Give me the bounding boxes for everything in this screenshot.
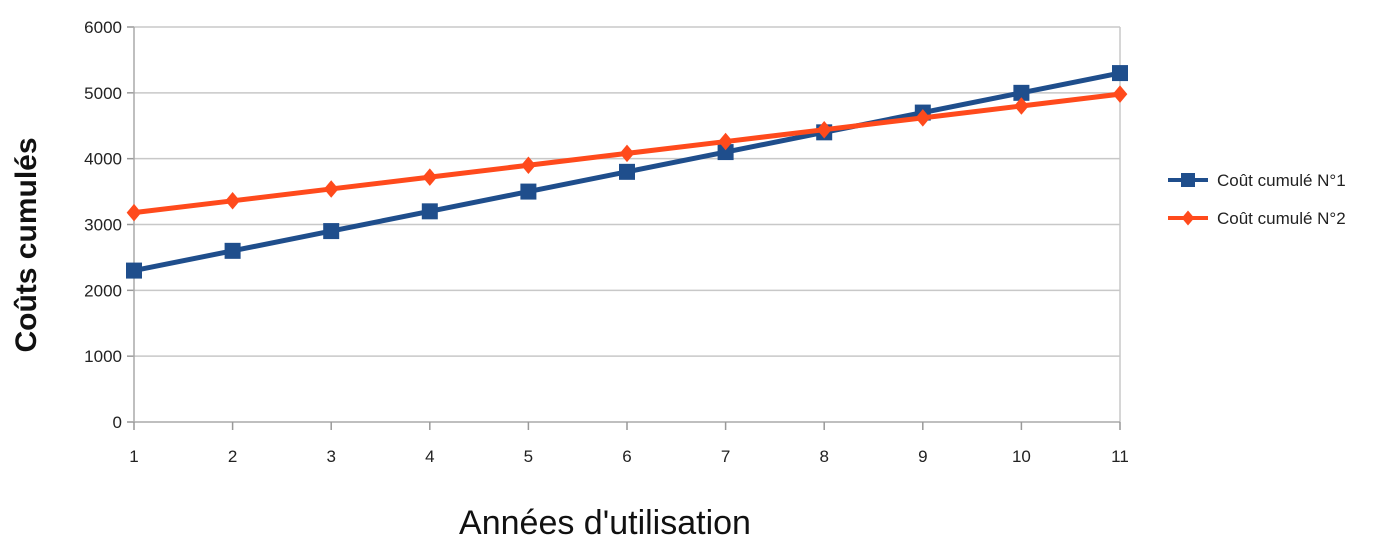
y-tick-label: 1000	[84, 347, 122, 366]
legend-marker	[1181, 210, 1195, 226]
y-tick-label: 2000	[84, 281, 122, 300]
data-point	[718, 132, 733, 151]
data-point	[323, 180, 339, 198]
data-point	[1112, 85, 1128, 103]
data-point	[915, 109, 931, 127]
data-point	[323, 223, 340, 240]
y-tick-label: 0	[113, 413, 122, 432]
x-tick-label: 2	[228, 447, 237, 466]
y-tick-label: 4000	[84, 150, 122, 169]
legend-item-1: Coût cumulé N°1	[1168, 171, 1346, 190]
y-tick-label: 6000	[84, 18, 122, 37]
data-point	[816, 120, 832, 139]
y-tick-label: 5000	[84, 84, 122, 103]
data-point	[126, 262, 142, 279]
data-point	[1013, 84, 1030, 101]
legend-item-2: Coût cumulé N°2	[1168, 209, 1346, 228]
series-group	[126, 65, 1128, 279]
series-2	[126, 85, 1128, 222]
data-point	[126, 203, 142, 222]
legend-label: Coût cumulé N°2	[1217, 209, 1346, 228]
data-point	[521, 156, 536, 174]
data-point	[225, 192, 240, 210]
legend-marker	[1181, 173, 1195, 187]
data-point	[224, 242, 241, 259]
legend-label: Coût cumulé N°1	[1217, 171, 1346, 190]
data-point	[1112, 65, 1128, 82]
data-point	[619, 163, 635, 180]
x-tick-label: 1	[129, 447, 138, 466]
x-axis-title: Années d'utilisation	[459, 504, 751, 538]
data-point	[619, 144, 635, 163]
x-tick-label: 11	[1111, 447, 1129, 466]
axes: 0 1000 2000 3000 4000 5000 6000 1 2 3 4 5 6 7 8 9 10 11	[84, 18, 1129, 466]
data-point	[421, 203, 438, 220]
x-tick-label: 4	[425, 447, 434, 466]
x-tick-label: 9	[918, 447, 927, 466]
x-tick-label: 10	[1012, 447, 1031, 466]
x-tick-label: 5	[524, 447, 533, 466]
data-point	[422, 168, 438, 186]
x-tick-label: 7	[721, 447, 730, 466]
y-axis-title: Coûts cumulés	[10, 137, 43, 352]
data-point	[717, 144, 734, 161]
y-tick-label: 3000	[84, 216, 122, 235]
x-tick-label: 6	[622, 447, 631, 466]
gridlines	[134, 26, 1121, 422]
legend: Coût cumulé N°1 Coût cumulé N°2	[1168, 171, 1346, 228]
data-point	[520, 183, 537, 200]
x-tick-label: 3	[326, 447, 335, 466]
x-tick-label: 8	[819, 447, 828, 466]
data-point	[1014, 97, 1029, 115]
series-1	[126, 65, 1128, 279]
